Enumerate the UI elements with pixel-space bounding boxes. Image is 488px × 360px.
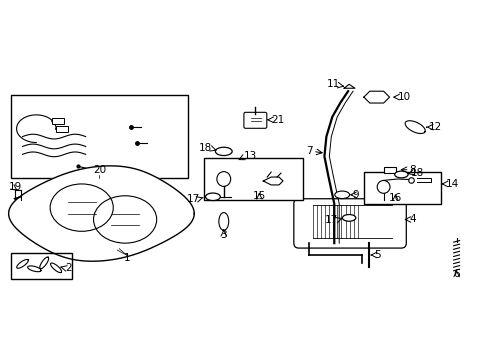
Text: 21: 21 (270, 115, 284, 125)
Text: 18: 18 (410, 167, 424, 177)
Bar (52, 118, 64, 124)
Text: 19: 19 (9, 182, 22, 192)
Text: 11: 11 (326, 79, 340, 89)
Text: 5: 5 (373, 250, 380, 260)
FancyBboxPatch shape (293, 199, 406, 248)
Text: 17: 17 (186, 194, 200, 204)
Text: 12: 12 (428, 122, 441, 132)
Text: 9: 9 (351, 190, 358, 200)
Ellipse shape (215, 147, 232, 156)
Ellipse shape (219, 212, 228, 230)
Polygon shape (17, 260, 28, 268)
Text: 15: 15 (252, 191, 265, 201)
Polygon shape (344, 84, 354, 88)
Bar (11, 253, 72, 279)
Ellipse shape (394, 171, 407, 178)
Text: 7: 7 (305, 147, 312, 156)
Text: 17: 17 (325, 215, 338, 225)
Ellipse shape (217, 172, 230, 186)
Polygon shape (50, 263, 61, 273)
Ellipse shape (342, 215, 355, 221)
Polygon shape (28, 266, 41, 272)
Ellipse shape (205, 193, 220, 201)
Bar (363, 172, 440, 204)
Ellipse shape (93, 196, 156, 243)
Text: 6: 6 (452, 269, 459, 279)
Bar (11, 95, 188, 178)
Text: 10: 10 (397, 92, 410, 102)
Text: 13: 13 (243, 151, 256, 161)
Text: 20: 20 (93, 165, 106, 175)
Polygon shape (263, 177, 283, 185)
Polygon shape (9, 166, 194, 261)
Polygon shape (404, 121, 425, 134)
Ellipse shape (376, 180, 389, 193)
Ellipse shape (50, 184, 113, 231)
Text: 2: 2 (65, 263, 71, 273)
Polygon shape (363, 91, 389, 103)
Text: 1: 1 (123, 253, 130, 263)
Ellipse shape (334, 191, 349, 199)
FancyBboxPatch shape (244, 112, 266, 128)
Polygon shape (40, 257, 48, 269)
Text: 14: 14 (445, 179, 458, 189)
Text: 16: 16 (388, 193, 401, 203)
Text: 4: 4 (408, 215, 415, 225)
Bar (383, 167, 396, 172)
Text: 18: 18 (198, 143, 211, 153)
Bar (56, 126, 68, 132)
Text: 8: 8 (408, 165, 415, 175)
Bar (203, 158, 302, 200)
Text: 3: 3 (220, 230, 226, 240)
